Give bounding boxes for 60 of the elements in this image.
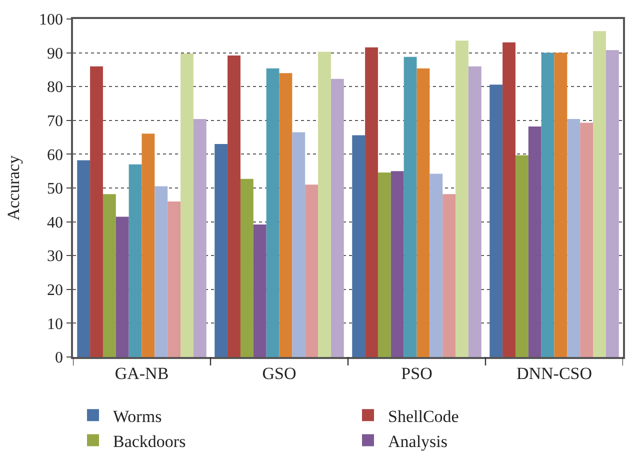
bar [593,31,606,357]
y-tick-label: 80 [47,79,64,96]
bar [580,122,594,357]
bar [180,53,194,357]
bar [214,144,228,357]
y-tick-label: 50 [47,180,64,198]
bar [606,50,619,357]
bar [502,42,516,357]
bar [90,66,103,357]
bar [292,132,306,357]
bar [154,186,168,357]
bar [279,73,292,357]
bar [102,194,116,357]
bar [442,194,456,357]
y-tick-label: 30 [47,248,64,266]
legend-label: Backdoors [113,432,186,451]
legend-label: Analysis [388,432,448,451]
bar [541,52,554,357]
bar [404,56,417,357]
bar [253,224,266,357]
y-tick-label: 40 [47,214,64,232]
legend-label: ShellCode [388,406,459,426]
bar [528,126,542,357]
x-tick-label: GSO [262,364,296,384]
bar [456,40,468,357]
bar [515,155,528,357]
bar [554,52,568,357]
y-tick-label: 10 [47,316,64,333]
bar [128,164,142,357]
bar [266,68,280,357]
bar [168,202,181,357]
bar [116,216,129,357]
y-tick-label: 0 [55,350,64,367]
x-tick-label: GA-NB [114,364,169,384]
bar [305,184,318,357]
y-tick-label: 60 [47,146,64,164]
y-tick-label: 90 [47,45,64,62]
bar [365,47,378,357]
bar [378,172,391,357]
bar [193,119,206,357]
y-tick-label: 20 [47,282,64,299]
y-axis-title: Accuracy [4,154,24,221]
bar [142,134,155,357]
legend-label: Worms [113,406,162,426]
bar [352,135,366,357]
bar [240,178,254,357]
y-tick-label: 70 [47,113,64,130]
bar [77,160,90,357]
bar [430,174,443,357]
bar [468,66,482,357]
y-tick-label: 100 [39,12,64,29]
bar [330,78,344,357]
bar [318,52,331,357]
bar [390,171,404,357]
bar [228,56,240,357]
x-tick-label: DNN-CSO [516,364,592,384]
bar [490,84,503,357]
bar [416,68,430,357]
bar [567,119,580,357]
x-tick-label: PSO [401,364,432,384]
